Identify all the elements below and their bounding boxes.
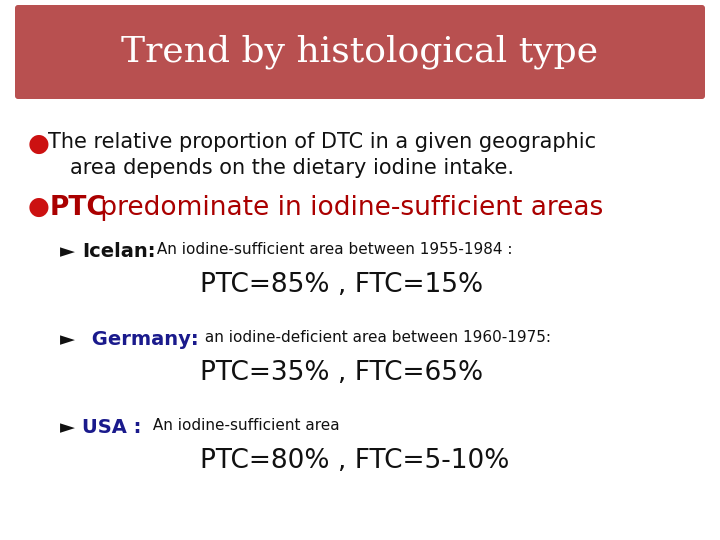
Text: ●: ● [28, 195, 50, 219]
Text: PTC=35% , FTC=65%: PTC=35% , FTC=65% [200, 360, 483, 386]
Text: an iodine-deficient area between 1960-1975:: an iodine-deficient area between 1960-19… [200, 330, 551, 345]
Text: PTC=80% , FTC=5-10%: PTC=80% , FTC=5-10% [200, 448, 509, 474]
Text: Germany:: Germany: [85, 330, 199, 349]
Text: An iodine-sufficient area between 1955-1984 :: An iodine-sufficient area between 1955-1… [152, 242, 513, 257]
Text: Trend by histological type: Trend by histological type [122, 35, 598, 69]
Text: PTC=85% , FTC=15%: PTC=85% , FTC=15% [200, 272, 483, 298]
Text: USA :: USA : [82, 418, 141, 437]
Text: Icelan:: Icelan: [82, 242, 156, 261]
Text: predominate in iodine-sufficient areas: predominate in iodine-sufficient areas [92, 195, 603, 221]
Text: ●: ● [28, 132, 50, 156]
Text: area depends on the dietary iodine intake.: area depends on the dietary iodine intak… [70, 158, 514, 178]
Text: ►: ► [60, 418, 75, 437]
Text: ►: ► [60, 330, 75, 349]
FancyBboxPatch shape [15, 5, 705, 99]
Text: PTC: PTC [50, 195, 107, 221]
Text: ►: ► [60, 242, 75, 261]
Text: An iodine-sufficient area: An iodine-sufficient area [148, 418, 340, 433]
Text: The relative proportion of DTC in a given geographic: The relative proportion of DTC in a give… [48, 132, 596, 152]
